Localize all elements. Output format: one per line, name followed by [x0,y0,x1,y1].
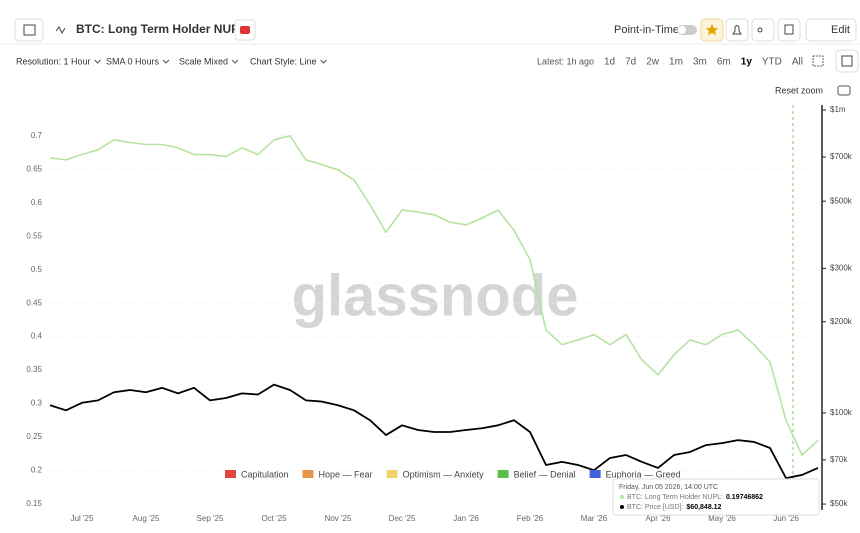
zoom-select-icon[interactable] [812,55,824,67]
x-tick-label: Feb '26 [517,514,544,523]
star-icon [706,24,718,35]
range-button[interactable]: 1d [604,57,615,68]
range-button[interactable]: 6m [717,57,731,68]
copy-button[interactable] [777,18,801,42]
toolbar-control[interactable]: Chart Style: Line [250,56,317,66]
y-tick-label: 0.65 [26,164,42,173]
alert-button[interactable] [725,18,749,42]
camera-icon[interactable] [837,85,851,96]
y-tick-label: 0.35 [26,365,42,374]
legend-swatch [589,470,601,478]
y-tick-label: 0.45 [26,298,42,307]
legend-label: Optimism — Anxiety [403,469,485,479]
point-in-time-label: Point-in-Time [614,24,679,36]
y-tick-label: 0.25 [26,432,42,441]
toolbar-control[interactable]: Scale Mixed [179,56,228,66]
legend-swatch [302,470,314,478]
share-icon [757,27,763,33]
bell-icon [732,25,742,35]
series-line [49,383,819,480]
series-line [49,134,819,456]
reset-zoom[interactable]: Reset zoom [775,85,823,95]
x-tick-label: Apr '26 [645,514,671,523]
title: BTC: Long Term Holder NUPL [76,22,246,36]
edit-button[interactable] [805,18,857,42]
x-tick-label: Sep '25 [197,514,224,523]
legend-swatch [225,470,236,478]
dropdown-chevron [231,59,239,64]
tooltip-dot [620,505,624,509]
y-tick-label: 0.55 [26,231,42,240]
tooltip-dot [620,495,624,499]
y-tick-label: 0.6 [31,198,43,207]
legend-swatch [497,470,509,478]
tooltip-value: $60,848.12 [686,504,721,511]
x-tick-label: Nov '25 [325,514,352,523]
y-tick-label: 0.7 [31,131,43,140]
range-button[interactable]: 1m [669,57,683,68]
tooltip-date: Friday, Jun 05 2026, 14:00 UTC [619,484,718,491]
toolbar-control[interactable]: SMA 0 Hours [106,56,160,66]
share-button[interactable] [751,18,775,42]
video-icon [240,26,250,34]
legend-label: Capitulation [241,469,289,479]
y-tick-label: 0.15 [26,499,42,508]
calendar-icon [841,55,853,67]
x-tick-label: May '26 [708,514,736,523]
y2-tick-label: $200k [830,317,853,326]
range-button[interactable]: YTD [762,57,782,68]
latest: Latest: 1h ago [537,56,594,66]
sidebar-icon [23,24,36,36]
y2-tick-label: $300k [830,264,853,273]
y-tick-label: 0.2 [31,466,43,475]
tooltip-label: BTC: Price [USD]: [627,504,683,511]
tooltip-value: 0.19746862 [726,494,763,501]
y2-tick-label: $70k [830,455,848,464]
range-button[interactable]: All [792,57,803,68]
legend-label: Belief — Denial [514,469,576,479]
x-tick-label: Aug '25 [133,514,160,523]
copy-icon [784,24,794,35]
sidebar-button[interactable] [14,18,44,42]
y2-tick-label: $50k [830,499,848,508]
x-tick-label: Mar '26 [581,514,608,523]
y2-tick-label: $100k [830,408,853,417]
range-button[interactable]: 7d [625,57,636,68]
x-tick-label: Dec '25 [389,514,416,523]
x-tick-label: Jan '26 [453,514,479,523]
toolbar-control[interactable]: Resolution: 1 Hour [16,56,91,66]
calendar-button[interactable] [835,49,859,73]
range-button[interactable]: 2w [646,57,660,68]
range-button[interactable]: 3m [693,57,707,68]
y2-tick-label: $700k [830,152,853,161]
toggle-knob [678,26,686,34]
tooltip-label: BTC: Long Term Holder NUPL: [627,494,723,501]
range-button[interactable]: 1y [741,57,753,68]
x-tick-label: Oct '25 [261,514,287,523]
x-tick-label: Jun '26 [773,514,799,523]
y-tick-label: 0.3 [31,399,43,408]
y-tick-label: 0.4 [31,332,43,341]
dropdown-chevron [94,59,101,64]
watermark: glassnode [292,263,579,328]
y2-tick-label: $1m [830,105,846,114]
x-tick-label: Jul '25 [71,514,94,523]
y-tick-label: 0.5 [31,265,43,274]
tooltip-box [612,478,820,516]
edit-label: Edit [831,24,850,36]
dropdown-chevron [162,59,170,64]
legend-label: Hope — Fear [319,469,373,479]
legend-label: Euphoria — Greed [606,469,681,479]
y2-tick-label: $500k [830,196,853,205]
legend-swatch [386,470,398,478]
metric-icon [55,26,66,35]
dropdown-chevron [320,59,327,64]
